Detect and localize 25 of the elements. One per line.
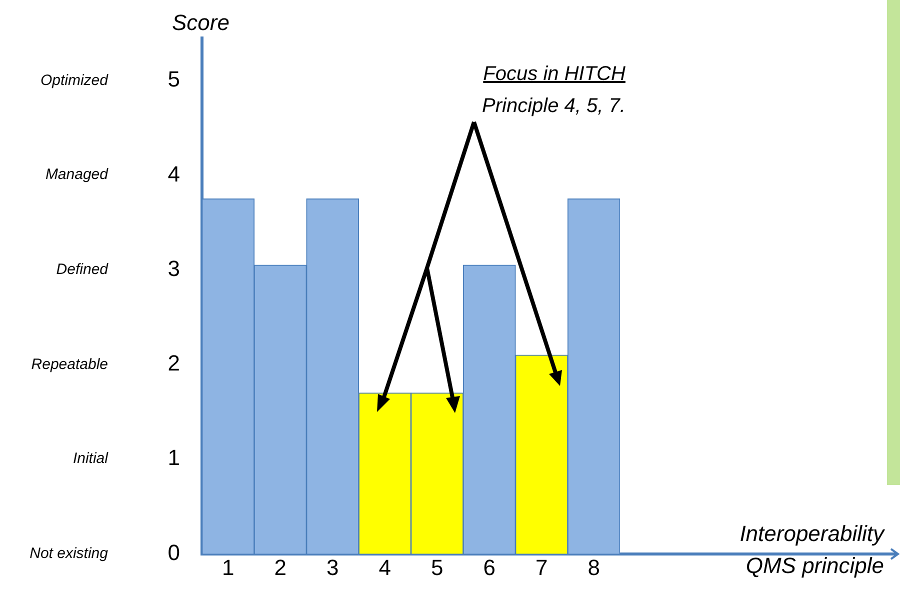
text: Defined xyxy=(56,260,108,280)
x-tick-label: 1 xyxy=(222,555,234,580)
y-tick-label: 2 xyxy=(168,350,180,376)
y-tick-label: 1 xyxy=(168,445,180,470)
y-tick-label: 3 xyxy=(168,256,180,281)
text: Optimized xyxy=(40,70,108,91)
text: Managed xyxy=(45,165,108,186)
y-tick-label: 4 xyxy=(168,161,180,186)
x-tick-label: 4 xyxy=(378,555,391,580)
x-tick-label: 3 xyxy=(326,555,339,580)
annotation: Focus in HITCH xyxy=(482,62,626,87)
text: Not existing xyxy=(30,544,108,564)
text: Repeatable xyxy=(31,354,108,374)
y-tick-label: 5 xyxy=(168,66,180,92)
x-tick-label: 5 xyxy=(431,555,444,580)
x-tick-label: 2 xyxy=(274,555,286,580)
text: Interoperability xyxy=(740,520,884,548)
x-tick-label: 6 xyxy=(483,555,496,580)
text: Initial xyxy=(72,449,108,470)
text: QMS principle xyxy=(744,552,884,580)
y-tick-label: 0 xyxy=(168,540,180,565)
x-tick-label: 8 xyxy=(588,555,600,580)
annotation: Principle 4, 5, 7. xyxy=(482,94,626,119)
x-tick-label: 7 xyxy=(536,555,548,580)
y-axis-title: Score xyxy=(172,10,230,36)
